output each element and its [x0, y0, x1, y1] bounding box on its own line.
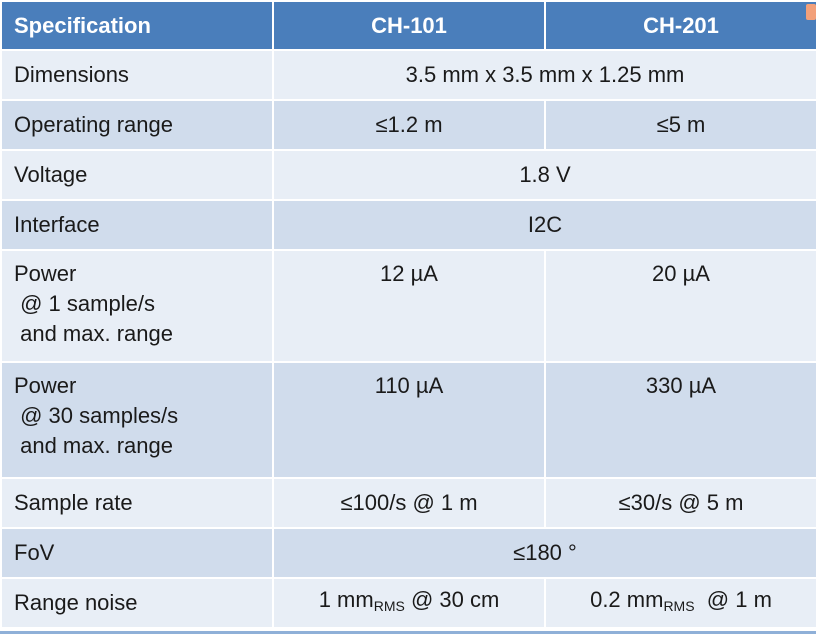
row-dimensions: Dimensions 3.5 mm x 3.5 mm x 1.25 mm	[0, 49, 816, 101]
table-body: Dimensions 3.5 mm x 3.5 mm x 1.25 mm Ope…	[0, 49, 816, 629]
row-label: Dimensions	[0, 49, 274, 101]
value-main: 0.2 mm	[590, 587, 664, 612]
row-value-ch101: 1 mmRMS @ 30 cm	[272, 577, 546, 629]
label-line: @ 30 samples/s	[14, 403, 179, 428]
row-value-shared: ≤180 °	[272, 527, 816, 579]
row-label: Sample rate	[0, 477, 274, 529]
row-value-ch101: ≤100/s @ 1 m	[272, 477, 546, 529]
row-value-shared: 1.8 V	[272, 149, 816, 201]
label-line: @ 1 sample/s	[14, 291, 155, 316]
label-line: Power	[14, 261, 77, 286]
row-value-ch101: 12 µA	[272, 249, 546, 363]
row-label: Interface	[0, 199, 274, 251]
row-value-ch201: ≤30/s @ 5 m	[544, 477, 816, 529]
row-interface: Interface I2C	[0, 199, 816, 251]
row-value-ch201: ≤5 m	[544, 99, 816, 151]
row-voltage: Voltage 1.8 V	[0, 149, 816, 201]
row-fov: FoV ≤180 °	[0, 527, 816, 579]
row-label: Range noise	[0, 577, 274, 629]
header-ch101: CH-101	[272, 0, 546, 51]
row-sample-rate: Sample rate ≤100/s @ 1 m ≤30/s @ 5 m	[0, 477, 816, 529]
row-label: Power @ 30 samples/s and max. range	[0, 361, 274, 479]
row-label: Power @ 1 sample/s and max. range	[0, 249, 274, 363]
header-specification: Specification	[0, 0, 274, 51]
label-line: Power	[14, 373, 77, 398]
header-row: Specification CH-101 CH-201	[0, 0, 816, 51]
value-suffix: @ 1 m	[694, 587, 772, 612]
row-value-ch201: 20 µA	[544, 249, 816, 363]
row-value-shared: I2C	[272, 199, 816, 251]
label-line: and max. range	[14, 321, 173, 346]
row-value-ch201: 0.2 mmRMS @ 1 m	[544, 577, 816, 629]
row-range-noise: Range noise 1 mmRMS @ 30 cm 0.2 mmRMS @ …	[0, 577, 816, 629]
row-label: Voltage	[0, 149, 274, 201]
row-value-ch201: 330 µA	[544, 361, 816, 479]
row-value-ch101: ≤1.2 m	[272, 99, 546, 151]
row-power-30-samples: Power @ 30 samples/s and max. range 110 …	[0, 361, 816, 479]
header-ch201: CH-201	[544, 0, 816, 51]
row-value-shared: 3.5 mm x 3.5 mm x 1.25 mm	[272, 49, 816, 101]
value-suffix: @ 30 cm	[404, 587, 500, 612]
row-operating-range: Operating range ≤1.2 m ≤5 m	[0, 99, 816, 151]
label-line: and max. range	[14, 433, 173, 458]
value-main: 1 mm	[318, 587, 374, 612]
table-bottom-border	[0, 631, 816, 634]
table-header: Specification CH-101 CH-201	[0, 0, 816, 51]
value-subscript: RMS	[373, 598, 405, 614]
corner-marker-icon	[806, 4, 816, 20]
row-label: Operating range	[0, 99, 274, 151]
row-power-1-sample: Power @ 1 sample/s and max. range 12 µA …	[0, 249, 816, 363]
row-label: FoV	[0, 527, 274, 579]
row-value-ch101: 110 µA	[272, 361, 546, 479]
value-subscript: RMS	[663, 598, 695, 614]
